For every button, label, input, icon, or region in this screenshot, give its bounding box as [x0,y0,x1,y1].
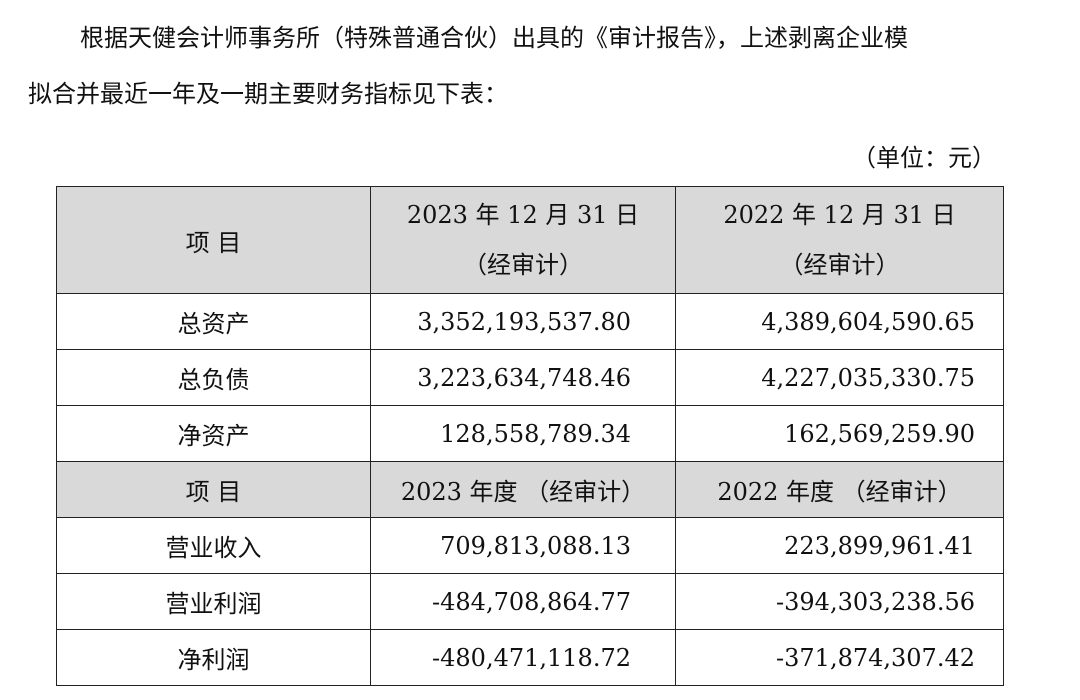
row-label: 营业利润 [56,573,371,630]
header-2023-year: 2023 年度 （经审计） [370,461,676,518]
table-row: 营业收入 709,813,088.13 223,899,961.41 [56,517,1004,574]
income-header-row: 项 目 2023 年度 （经审计） 2022 年度 （经审计） [56,461,1004,518]
header-item: 项 目 [56,461,371,518]
header-2022-year: 2022 年度 （经审计） [675,461,1004,518]
table-row: 总负债 3,223,634,748.46 4,227,035,330.75 [56,349,1004,406]
value-2022: 4,227,035,330.75 [675,349,1004,406]
value-2023: 3,223,634,748.46 [370,349,676,406]
intro-line-1: 根据天健会计师事务所（特殊普通合伙）出具的《审计报告》，上述剥离企业模 [80,24,908,52]
header-item: 项 目 [56,186,371,294]
row-label: 总资产 [56,293,371,350]
row-label: 净资产 [56,405,371,462]
value-2023: -484,708,864.77 [370,573,676,630]
value-2022: 223,899,961.41 [675,517,1004,574]
value-2022: 162,569,259.90 [675,405,1004,462]
header-2022-date: 2022 年 12 月 31 日 （经审计） [675,186,1004,294]
unit-label: （单位：元） [852,144,996,172]
financial-table: 项 目 2023 年 12 月 31 日 （经审计） 2022 年 12 月 3… [56,186,1004,686]
header-2022-note: （经审计） [779,251,900,279]
row-label: 营业收入 [56,517,371,574]
table-row: 净资产 128,558,789.34 162,569,259.90 [56,405,1004,462]
value-2022: -371,874,307.42 [675,629,1004,686]
value-2022: 4,389,604,590.65 [675,293,1004,350]
header-2023-date-text: 2023 年 12 月 31 日 [406,201,640,229]
value-2023: 128,558,789.34 [370,405,676,462]
row-label: 净利润 [56,629,371,686]
value-2023: 3,352,193,537.80 [370,293,676,350]
value-2022: -394,303,238.56 [675,573,1004,630]
header-2023-date: 2023 年 12 月 31 日 （经审计） [370,186,676,294]
intro-paragraph: 根据天健会计师事务所（特殊普通合伙）出具的《审计报告》，上述剥离企业模 拟合并最… [28,10,1058,122]
header-2023-note: （经审计） [463,251,583,279]
intro-line-2: 拟合并最近一年及一期主要财务指标见下表： [28,80,508,108]
header-2022-date-text: 2022 年 12 月 31 日 [723,201,956,229]
value-2023: 709,813,088.13 [370,517,676,574]
table-row: 营业利润 -484,708,864.77 -394,303,238.56 [56,573,1004,630]
row-label: 总负债 [56,349,371,406]
value-2023: -480,471,118.72 [370,629,676,686]
table-row: 总资产 3,352,193,537.80 4,389,604,590.65 [56,293,1004,350]
balance-header-row: 项 目 2023 年 12 月 31 日 （经审计） 2022 年 12 月 3… [56,186,1004,294]
table-row: 净利润 -480,471,118.72 -371,874,307.42 [56,629,1004,686]
